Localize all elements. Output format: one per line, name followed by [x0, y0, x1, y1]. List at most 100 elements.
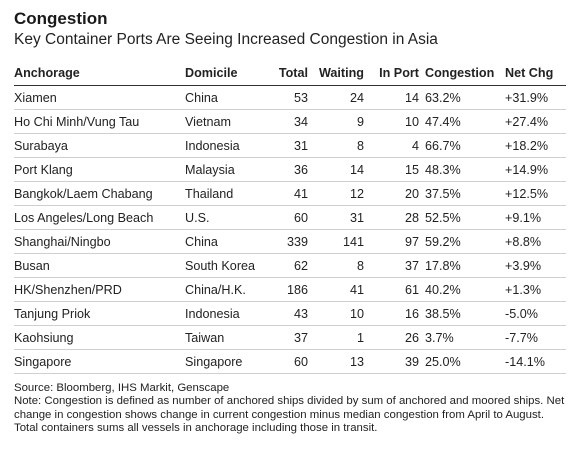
- cell-waiting: 8: [308, 253, 364, 278]
- cell-net-chg: +18.2%: [499, 133, 566, 158]
- header-anchorage: Anchorage: [14, 61, 185, 86]
- cell-domicile: China/H.K.: [185, 277, 264, 302]
- cell-total: 53: [264, 85, 308, 110]
- cell-in-port: 14: [364, 85, 419, 110]
- table-row: Xiamen China 53 24 14 63.2% +31.9%: [14, 85, 566, 110]
- cell-in-port: 39: [364, 349, 419, 374]
- cell-congestion: 37.5%: [419, 181, 499, 206]
- cell-total: 41: [264, 181, 308, 206]
- cell-net-chg: +27.4%: [499, 109, 566, 134]
- cell-in-port: 16: [364, 301, 419, 326]
- cell-total: 34: [264, 109, 308, 134]
- cell-domicile: Taiwan: [185, 325, 264, 350]
- cell-in-port: 28: [364, 205, 419, 230]
- cell-total: 62: [264, 253, 308, 278]
- table-row: Busan South Korea 62 8 37 17.8% +3.9%: [14, 253, 566, 278]
- cell-anchorage: Bangkok/Laem Chabang: [14, 181, 185, 206]
- cell-anchorage: Tanjung Priok: [14, 301, 185, 326]
- cell-net-chg: +14.9%: [499, 157, 566, 182]
- cell-domicile: China: [185, 229, 264, 254]
- cell-in-port: 97: [364, 229, 419, 254]
- cell-net-chg: +3.9%: [499, 253, 566, 278]
- cell-congestion: 3.7%: [419, 325, 499, 350]
- cell-waiting: 10: [308, 301, 364, 326]
- cell-total: 43: [264, 301, 308, 326]
- table-row: Los Angeles/Long Beach U.S. 60 31 28 52.5% +9.…: [14, 205, 566, 230]
- table-header-row: Anchorage Domicile Total Waiting In Port…: [14, 61, 566, 86]
- cell-in-port: 15: [364, 157, 419, 182]
- cell-in-port: 20: [364, 181, 419, 206]
- header-waiting: Waiting: [308, 61, 364, 86]
- cell-congestion: 25.0%: [419, 349, 499, 374]
- cell-waiting: 8: [308, 133, 364, 158]
- cell-congestion: 63.2%: [419, 85, 499, 110]
- cell-net-chg: -5.0%: [499, 301, 566, 326]
- cell-anchorage: Xiamen: [14, 85, 185, 110]
- cell-net-chg: -14.1%: [499, 349, 566, 374]
- cell-total: 60: [264, 205, 308, 230]
- header-in-port: In Port: [364, 61, 419, 86]
- table-row: HK/Shenzhen/PRD China/H.K. 186 41 61 40.2% +1.…: [14, 277, 566, 302]
- cell-anchorage: Ho Chi Minh/Vung Tau: [14, 109, 185, 134]
- cell-domicile: Indonesia: [185, 301, 264, 326]
- table-row: Tanjung Priok Indonesia 43 10 16 38.5% -5.0%: [14, 301, 566, 326]
- header-domicile: Domicile: [185, 61, 264, 86]
- cell-net-chg: +9.1%: [499, 205, 566, 230]
- cell-congestion: 48.3%: [419, 157, 499, 182]
- cell-total: 31: [264, 133, 308, 158]
- cell-waiting: 9: [308, 109, 364, 134]
- cell-anchorage: HK/Shenzhen/PRD: [14, 277, 185, 302]
- table-row: Surabaya Indonesia 31 8 4 66.7% +18.2%: [14, 133, 566, 158]
- cell-total: 186: [264, 277, 308, 302]
- table-row: Singapore Singapore 60 13 39 25.0% -14.1%: [14, 349, 566, 374]
- cell-in-port: 4: [364, 133, 419, 158]
- cell-total: 36: [264, 157, 308, 182]
- cell-waiting: 13: [308, 349, 364, 374]
- cell-anchorage: Surabaya: [14, 133, 185, 158]
- cell-total: 60: [264, 349, 308, 374]
- cell-net-chg: +8.8%: [499, 229, 566, 254]
- header-congestion: Congestion: [419, 61, 499, 86]
- cell-waiting: 14: [308, 157, 364, 182]
- source-note: Source: Bloomberg, IHS Markit, Genscape: [14, 382, 230, 394]
- cell-congestion: 40.2%: [419, 277, 499, 302]
- cell-in-port: 10: [364, 109, 419, 134]
- header-total: Total: [264, 61, 308, 86]
- table-row: Kaohsiung Taiwan 37 1 26 3.7% -7.7%: [14, 325, 566, 350]
- cell-domicile: Vietnam: [185, 109, 264, 134]
- cell-total: 339: [264, 229, 308, 254]
- cell-waiting: 31: [308, 205, 364, 230]
- header-net-chg: Net Chg: [499, 61, 566, 86]
- cell-in-port: 61: [364, 277, 419, 302]
- cell-domicile: Thailand: [185, 181, 264, 206]
- cell-waiting: 1: [308, 325, 364, 350]
- chart-title: Congestion: [14, 9, 108, 28]
- cell-domicile: Singapore: [185, 349, 264, 374]
- cell-waiting: 141: [308, 229, 364, 254]
- cell-congestion: 59.2%: [419, 229, 499, 254]
- cell-domicile: U.S.: [185, 205, 264, 230]
- cell-domicile: South Korea: [185, 253, 264, 278]
- table-row: Ho Chi Minh/Vung Tau Vietnam 34 9 10 47.4% +27…: [14, 109, 566, 134]
- table-row: Bangkok/Laem Chabang Thailand 41 12 20 37.5% +…: [14, 181, 566, 206]
- cell-anchorage: Singapore: [14, 349, 185, 374]
- cell-waiting: 41: [308, 277, 364, 302]
- cell-net-chg: -7.7%: [499, 325, 566, 350]
- cell-congestion: 17.8%: [419, 253, 499, 278]
- cell-domicile: China: [185, 85, 264, 110]
- cell-anchorage: Shanghai/Ningbo: [14, 229, 185, 254]
- cell-net-chg: +31.9%: [499, 85, 566, 110]
- cell-domicile: Malaysia: [185, 157, 264, 182]
- cell-anchorage: Port Klang: [14, 157, 185, 182]
- table-row: Shanghai/Ningbo China 339 141 97 59.2% +8.8%: [14, 229, 566, 254]
- congestion-table: Anchorage Domicile Total Waiting In Port…: [14, 61, 566, 374]
- cell-in-port: 37: [364, 253, 419, 278]
- table-row: Port Klang Malaysia 36 14 15 48.3% +14.9%: [14, 157, 566, 182]
- cell-domicile: Indonesia: [185, 133, 264, 158]
- cell-waiting: 24: [308, 85, 364, 110]
- definition-note: Note: Congestion is defined as number of…: [14, 395, 565, 434]
- cell-net-chg: +1.3%: [499, 277, 566, 302]
- cell-total: 37: [264, 325, 308, 350]
- cell-anchorage: Kaohsiung: [14, 325, 185, 350]
- footnote: Source: Bloomberg, IHS Markit, Genscape …: [14, 382, 570, 435]
